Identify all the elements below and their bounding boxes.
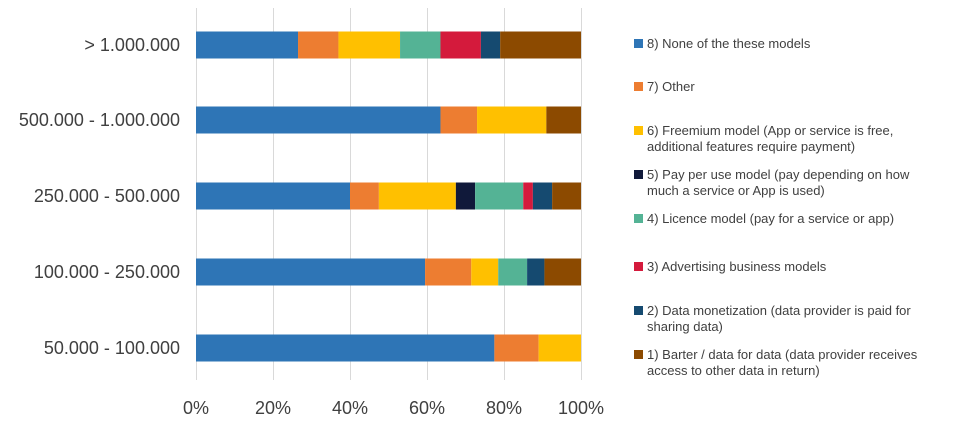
x-tick-label: 100% xyxy=(558,398,604,418)
bar-segment xyxy=(494,334,539,362)
bar-row-0 xyxy=(196,31,581,59)
bar-segment xyxy=(338,31,401,59)
legend-swatch xyxy=(634,350,643,359)
bar-segment xyxy=(196,334,495,362)
legend-item: 4) Licence model (pay for a service or a… xyxy=(634,211,894,226)
category-labels: > 1.000.000 500.000 - 1.000.000 250.000 - … xyxy=(19,35,180,358)
bar-segment xyxy=(196,258,426,286)
bar-segment xyxy=(477,106,547,134)
legend-swatch xyxy=(634,126,643,135)
legend-item: 7) Other xyxy=(634,79,695,94)
category-label: 100.000 - 250.000 xyxy=(34,262,180,282)
bar-segment xyxy=(378,182,456,210)
x-axis-tick-labels: 0% 20% 40% 60% 80% 100% xyxy=(183,398,604,418)
bar-segment xyxy=(400,31,441,59)
legend-item: 5) Pay per use model (pay depending on h… xyxy=(634,167,910,198)
bar-segment xyxy=(196,182,350,210)
legend-label: 2) Data monetization (data provider is p… xyxy=(647,303,911,334)
bar-row-1 xyxy=(196,106,581,134)
x-tick-label: 0% xyxy=(183,398,209,418)
bar-segment xyxy=(480,31,501,59)
category-label: 50.000 - 100.000 xyxy=(44,338,180,358)
legend-item: 2) Data monetization (data provider is p… xyxy=(634,303,911,334)
legend-label: 3) Advertising business models xyxy=(647,259,827,274)
legend-swatch xyxy=(634,82,643,91)
legend-label: 1) Barter / data for data (data provider… xyxy=(647,347,918,378)
legend-label: 4) Licence model (pay for a service or a… xyxy=(647,211,894,226)
category-label: > 1.000.000 xyxy=(84,35,180,55)
bar-segment xyxy=(196,106,441,134)
legend-item: 1) Barter / data for data (data provider… xyxy=(634,347,918,378)
bar-segment xyxy=(425,258,472,286)
bar-segment xyxy=(546,106,581,134)
bars xyxy=(196,31,581,362)
bar-segment xyxy=(475,182,524,210)
legend-label: 5) Pay per use model (pay depending on h… xyxy=(647,167,910,198)
legend-swatch xyxy=(634,214,643,223)
bar-segment xyxy=(523,182,533,210)
legend-label: 6) Freemium model (App or service is fre… xyxy=(647,123,893,154)
bar-segment xyxy=(532,182,553,210)
legend-swatch xyxy=(634,306,643,315)
bar-segment xyxy=(455,182,476,210)
x-tick-label: 40% xyxy=(332,398,368,418)
bar-segment xyxy=(471,258,499,286)
legend-swatch xyxy=(634,39,643,48)
bar-segment xyxy=(298,31,339,59)
x-tick-label: 20% xyxy=(255,398,291,418)
legend-swatch xyxy=(634,262,643,271)
bar-segment xyxy=(500,31,581,59)
bar-segment xyxy=(440,106,478,134)
bar-segment xyxy=(350,182,379,210)
bar-segment xyxy=(527,258,545,286)
bar-segment xyxy=(440,31,481,59)
bar-segment xyxy=(196,31,299,59)
legend-swatch xyxy=(634,170,643,179)
category-label: 250.000 - 500.000 xyxy=(34,186,180,206)
bar-segment xyxy=(498,258,528,286)
bar-segment xyxy=(552,182,581,210)
legend-label: 7) Other xyxy=(647,79,695,94)
bar-row-2 xyxy=(196,182,581,210)
legend-label: 8) None of the these models xyxy=(647,36,811,51)
x-tick-label: 60% xyxy=(409,398,445,418)
bar-segment xyxy=(544,258,581,286)
category-label: 500.000 - 1.000.000 xyxy=(19,110,180,130)
legend-item: 6) Freemium model (App or service is fre… xyxy=(634,123,893,154)
x-tick-label: 80% xyxy=(486,398,522,418)
legend-item: 8) None of the these models xyxy=(634,36,811,51)
legend-item: 3) Advertising business models xyxy=(634,259,827,274)
legend: 8) None of the these models 7) Other 6) Fr… xyxy=(634,36,918,378)
bar-row-3 xyxy=(196,258,581,286)
bar-segment xyxy=(538,334,581,362)
bar-row-4 xyxy=(196,334,581,362)
